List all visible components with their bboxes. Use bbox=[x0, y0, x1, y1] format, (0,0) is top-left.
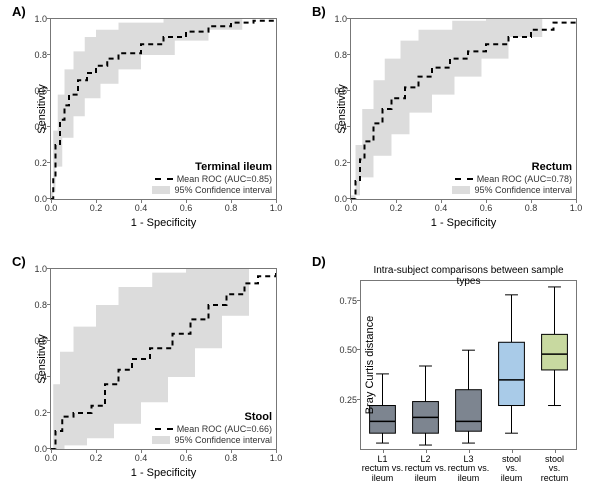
panel-b: Rectum Mean ROC (AUC=0.78) 95% Confidenc… bbox=[350, 18, 577, 200]
panel-c-xlabel: 1 - Specificity bbox=[51, 467, 276, 479]
panel-c: Stool Mean ROC (AUC=0.66) 95% Confidence… bbox=[50, 268, 277, 450]
panel-b-letter: B) bbox=[312, 4, 326, 19]
panel-b-legend-mean-text: Mean ROC (AUC=0.78) bbox=[477, 174, 572, 184]
panel-c-title: Stool bbox=[152, 411, 272, 423]
ci-swatch-icon bbox=[152, 186, 170, 194]
panel-a-legend: Terminal ileum Mean ROC (AUC=0.85) 95% C… bbox=[152, 161, 272, 195]
panel-b-legend: Rectum Mean ROC (AUC=0.78) 95% Confidenc… bbox=[452, 161, 572, 195]
dash-icon bbox=[155, 178, 173, 180]
panel-c-legend-ci: 95% Confidence interval bbox=[152, 435, 272, 445]
panel-d-ylabel: Bray Curtis distance bbox=[364, 316, 376, 414]
panel-a: Terminal ileum Mean ROC (AUC=0.85) 95% C… bbox=[50, 18, 277, 200]
panel-a-legend-mean-text: Mean ROC (AUC=0.85) bbox=[177, 174, 272, 184]
ci-swatch-icon bbox=[152, 436, 170, 444]
dash-icon bbox=[155, 428, 173, 430]
panel-a-xlabel: 1 - Specificity bbox=[51, 217, 276, 229]
panel-c-legend-ci-text: 95% Confidence interval bbox=[174, 435, 272, 445]
figure-root: A) Terminal ileum Mean ROC (AUC=0.85) 95… bbox=[0, 0, 600, 501]
panel-a-legend-ci-text: 95% Confidence interval bbox=[174, 185, 272, 195]
panel-a-title: Terminal ileum bbox=[152, 161, 272, 173]
panel-b-legend-ci-text: 95% Confidence interval bbox=[474, 185, 572, 195]
panel-b-legend-ci: 95% Confidence interval bbox=[452, 185, 572, 195]
panel-d-svg bbox=[361, 281, 576, 449]
ci-swatch-icon bbox=[452, 186, 470, 194]
panel-d: Intra-subject comparisons between sample… bbox=[360, 280, 577, 450]
panel-b-legend-mean: Mean ROC (AUC=0.78) bbox=[452, 174, 572, 184]
panel-c-legend-mean-text: Mean ROC (AUC=0.66) bbox=[177, 424, 272, 434]
panel-d-letter: D) bbox=[312, 254, 326, 269]
panel-b-title: Rectum bbox=[452, 161, 572, 173]
panel-c-legend-mean: Mean ROC (AUC=0.66) bbox=[152, 424, 272, 434]
dash-icon bbox=[455, 178, 473, 180]
panel-b-xlabel: 1 - Specificity bbox=[351, 217, 576, 229]
panel-c-letter: C) bbox=[12, 254, 26, 269]
panel-a-legend-ci: 95% Confidence interval bbox=[152, 185, 272, 195]
panel-c-legend: Stool Mean ROC (AUC=0.66) 95% Confidence… bbox=[152, 411, 272, 445]
panel-a-legend-mean: Mean ROC (AUC=0.85) bbox=[152, 174, 272, 184]
panel-a-letter: A) bbox=[12, 4, 26, 19]
